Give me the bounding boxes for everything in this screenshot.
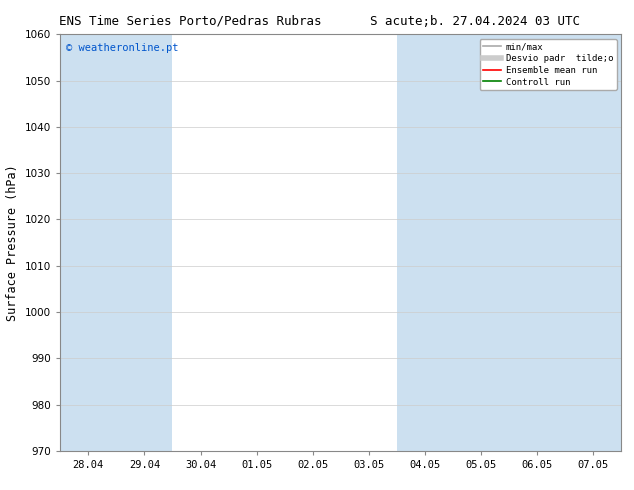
Text: ENS Time Series Porto/Pedras Rubras: ENS Time Series Porto/Pedras Rubras bbox=[59, 15, 321, 28]
Y-axis label: Surface Pressure (hPa): Surface Pressure (hPa) bbox=[6, 164, 20, 321]
Bar bbox=[566, 34, 621, 451]
Legend: min/max, Desvio padr  tilde;o, Ensemble mean run, Controll run: min/max, Desvio padr tilde;o, Ensemble m… bbox=[479, 39, 617, 90]
Text: © weatheronline.pt: © weatheronline.pt bbox=[66, 43, 178, 52]
Bar bbox=[453, 34, 509, 451]
Text: S acute;b. 27.04.2024 03 UTC: S acute;b. 27.04.2024 03 UTC bbox=[370, 15, 581, 28]
Bar bbox=[117, 34, 172, 451]
Bar bbox=[60, 34, 117, 451]
Bar bbox=[397, 34, 453, 451]
Bar bbox=[509, 34, 566, 451]
